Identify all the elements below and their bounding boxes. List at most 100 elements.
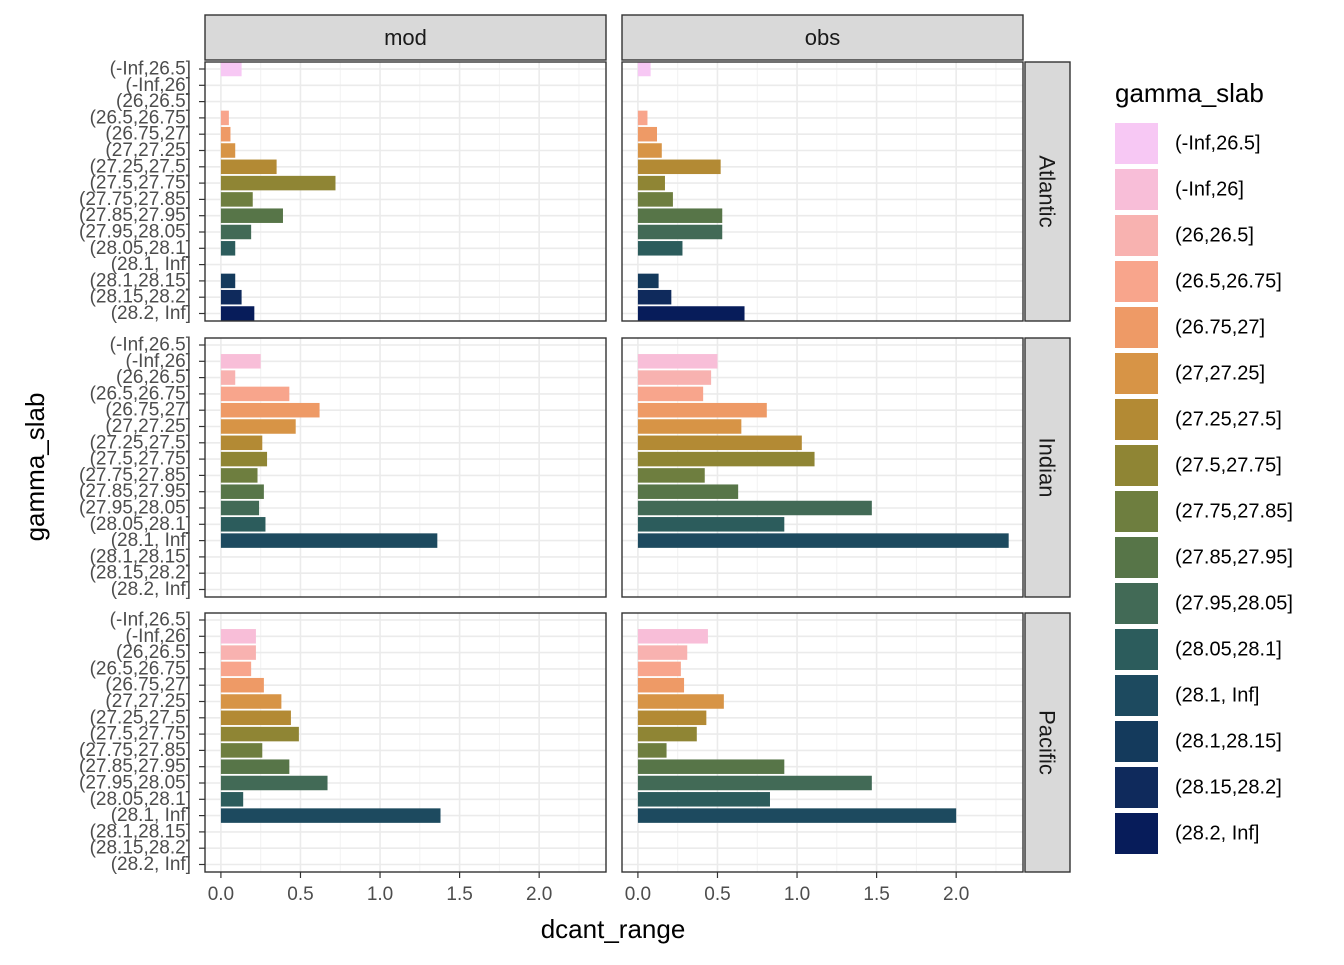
bar <box>637 710 707 726</box>
legend-key <box>1115 629 1158 670</box>
y-tick-label: (27.5,27.75] <box>90 173 191 194</box>
bar <box>220 306 255 321</box>
bar <box>637 435 802 451</box>
bar <box>637 533 1009 548</box>
y-tick-label: (28.2, Inf] <box>111 854 191 875</box>
facet-strip-label-atlantic: Atlantic <box>1035 155 1060 227</box>
bar <box>637 743 667 758</box>
panel-border <box>204 337 607 598</box>
bar <box>220 370 236 385</box>
facet-strip-pacific <box>1024 612 1071 873</box>
y-tick-label: (27.95,28.05] <box>79 222 191 243</box>
y-tick-label: (26,26.5] <box>116 642 191 663</box>
bar <box>637 468 705 483</box>
legend-label: (28.05,28.1] <box>1175 639 1282 661</box>
legend-key <box>1115 813 1158 854</box>
legend-label: (27.5,27.75] <box>1175 455 1282 477</box>
bar <box>637 484 739 499</box>
legend: gamma_slab (-Inf,26.5] (-Inf,26] (26,26.5]… <box>1115 78 1293 854</box>
y-tick-label: (28.15,28.2] <box>90 838 191 859</box>
y-tick-label: (-Inf,26] <box>126 75 191 96</box>
bar <box>220 500 260 516</box>
legend-key <box>1115 675 1158 716</box>
panel-border <box>621 61 1024 322</box>
bar <box>637 289 672 305</box>
legend-key <box>1115 767 1158 808</box>
facet-strip-obs <box>621 14 1024 61</box>
bar <box>220 451 268 467</box>
bar <box>637 224 723 240</box>
legend-label: (27.75,27.85] <box>1175 501 1293 523</box>
y-tick-label: (26.75,27] <box>105 675 191 696</box>
y-tick-label: (26.5,26.75] <box>90 107 191 128</box>
y-axis-title: gamma_slab <box>20 393 50 542</box>
legend-key <box>1115 353 1158 394</box>
panel-indian-mod <box>204 337 607 598</box>
facet-strip-indian <box>1024 337 1071 598</box>
legend-label: (28.15,28.2] <box>1175 777 1282 799</box>
y-tick-label: (28.15,28.2] <box>90 287 191 308</box>
bar <box>637 451 815 467</box>
legend-label: (26.75,27] <box>1175 317 1265 339</box>
panel-border <box>621 612 1024 873</box>
y-tick-label: (27,27.25] <box>105 416 191 437</box>
y-tick-label: (28.2, Inf] <box>111 303 191 324</box>
y-tick-label: (28.1,28.15] <box>90 546 191 567</box>
legend-key <box>1115 445 1158 486</box>
panel-atlantic-obs <box>621 61 1024 322</box>
bar <box>220 661 252 677</box>
bar <box>637 775 872 791</box>
panel-border <box>204 61 607 322</box>
bar <box>637 661 681 677</box>
y-tick-label: (28.1, Inf] <box>111 254 191 275</box>
bar <box>637 61 651 77</box>
facet-strip-label-pacific: Pacific <box>1035 710 1060 775</box>
bar <box>220 208 283 223</box>
bar <box>637 759 785 774</box>
bar <box>220 629 256 644</box>
y-tick-label: (27,27.25] <box>105 691 191 712</box>
x-tick-label: 1.5 <box>863 884 889 905</box>
facet-strip-label-indian: Indian <box>1035 438 1060 498</box>
facet-strip-mod <box>204 14 607 61</box>
legend-label: (26.5,26.75] <box>1175 271 1282 293</box>
legend-key <box>1115 169 1158 210</box>
y-tick-label: (27.25,27.5] <box>90 707 191 728</box>
bar <box>220 126 231 142</box>
y-tick-label: (-Inf,26.5] <box>110 59 191 80</box>
bar <box>637 726 697 742</box>
y-tick-label: (28.05,28.1] <box>90 789 191 810</box>
y-tick-label: (26,26.5] <box>116 367 191 388</box>
x-tick-label: 2.0 <box>943 884 969 905</box>
y-tick-label: (28.1, Inf] <box>111 805 191 826</box>
legend-key <box>1115 537 1158 578</box>
y-tick-label: (26.5,26.75] <box>90 658 191 679</box>
y-tick-label: (-Inf,26.5] <box>110 335 191 356</box>
y-tick-label: (28.2, Inf] <box>111 579 191 600</box>
bar <box>220 743 263 758</box>
bar <box>220 159 277 175</box>
legend-label: (-Inf,26.5] <box>1175 133 1261 155</box>
y-tick-label: (-Inf,26.5] <box>110 610 191 631</box>
legend-label: (28.1,28.15] <box>1175 731 1282 753</box>
y-tick-label: (27,27.25] <box>105 140 191 161</box>
panel-pacific-obs <box>621 612 1024 873</box>
bar <box>220 386 290 402</box>
y-tick-label: (-Inf,26] <box>126 626 191 647</box>
bar <box>637 386 704 402</box>
y-tick-label: (27.5,27.75] <box>90 449 191 470</box>
legend-label: (27,27.25] <box>1175 363 1265 385</box>
bar <box>220 808 441 823</box>
y-tick-label: (27.5,27.75] <box>90 724 191 745</box>
legend-key <box>1115 123 1158 164</box>
bar <box>220 517 266 532</box>
legend-label: (27.25,27.5] <box>1175 409 1282 431</box>
legend-key <box>1115 583 1158 624</box>
bar <box>637 629 708 644</box>
panel-border <box>204 612 607 873</box>
bar <box>637 126 658 142</box>
bar <box>220 289 242 305</box>
bar <box>637 792 770 807</box>
bar <box>220 677 264 693</box>
y-tick-label: (27.85,27.95] <box>79 481 191 502</box>
